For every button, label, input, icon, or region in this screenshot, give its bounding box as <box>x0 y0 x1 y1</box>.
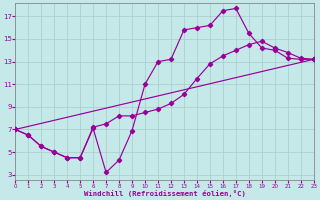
X-axis label: Windchill (Refroidissement éolien,°C): Windchill (Refroidissement éolien,°C) <box>84 190 245 197</box>
